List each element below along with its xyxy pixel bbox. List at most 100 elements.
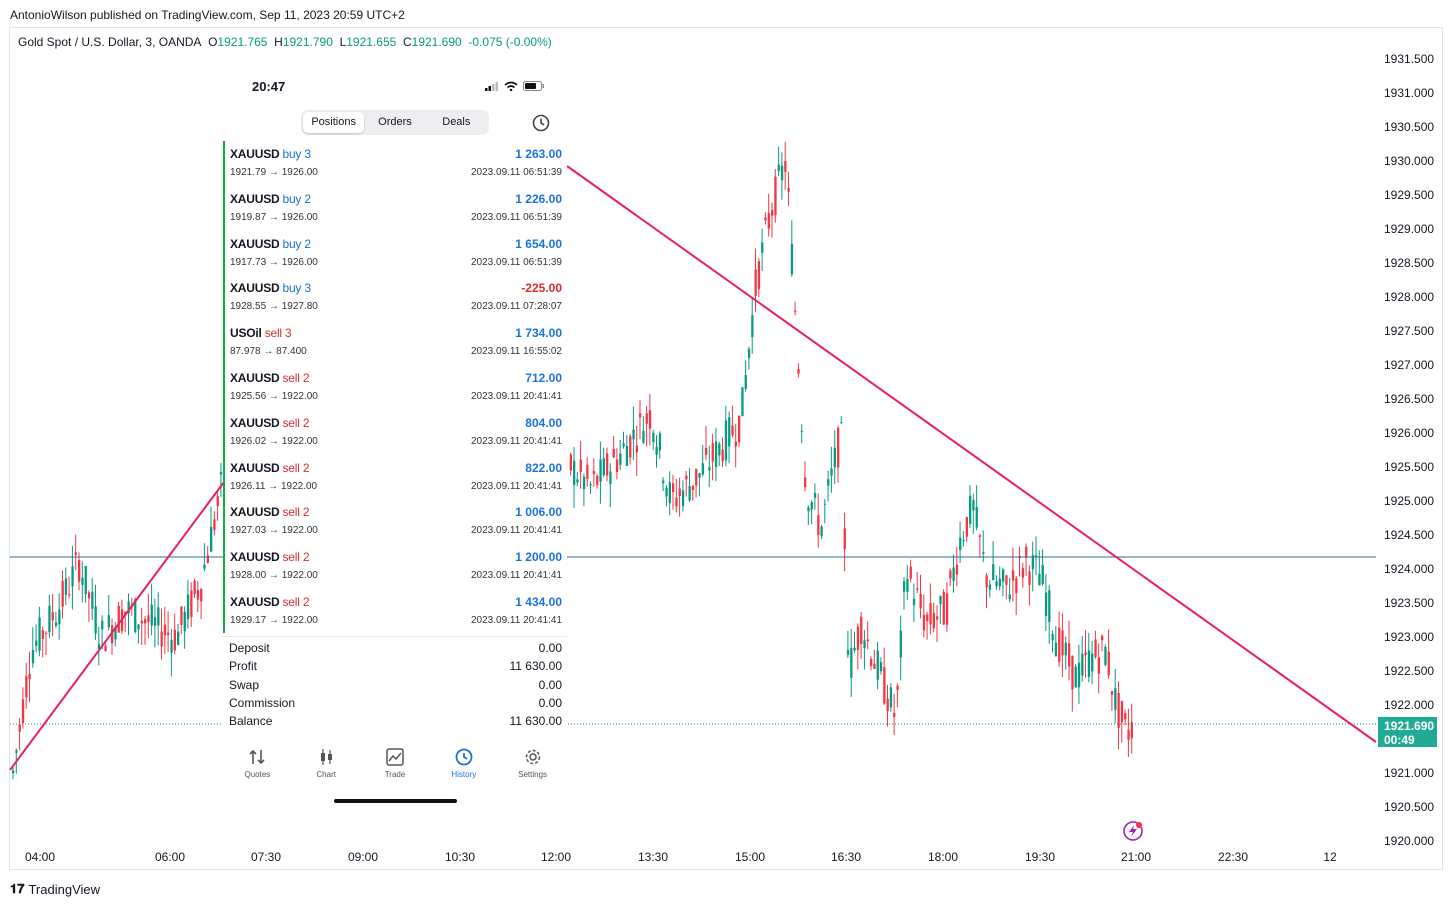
tab-history[interactable]: History [429, 738, 498, 779]
candle-body [1068, 643, 1071, 667]
candle-body [1064, 642, 1067, 656]
candle-body [101, 620, 104, 630]
position-time: 2023.09.11 20:41:41 [470, 480, 562, 492]
candle-body [738, 415, 741, 443]
candle-body [622, 443, 625, 447]
position-row[interactable]: XAUUSD buy 3 1928.55 → 1927.80 -225.00 2023.… [225, 275, 567, 320]
candle-body [1002, 569, 1005, 582]
position-direction: sell 2 [282, 594, 310, 609]
candle-body [972, 500, 975, 511]
candle-body [645, 413, 648, 424]
position-row[interactable]: XAUUSD sell 2 1929.17 → 1922.00 1 434.00 202… [225, 589, 567, 634]
summary-swap: Swap 0.00 [223, 674, 567, 692]
candle-body [1025, 546, 1028, 558]
candle-body [31, 650, 35, 664]
home-indicator [334, 799, 457, 803]
tab-label: Quotes [244, 770, 271, 779]
position-row[interactable]: XAUUSD sell 2 1928.00 → 1922.00 1 200.00 202… [225, 544, 567, 589]
candle-body [81, 577, 84, 586]
tab-settings[interactable]: Settings [498, 738, 567, 779]
position-row[interactable]: XAUUSD sell 2 1926.11 → 1922.00 822.00 2023.… [225, 455, 567, 500]
candle-body [718, 443, 721, 456]
candle-body [988, 584, 992, 590]
candle-body [711, 443, 714, 462]
position-row[interactable]: XAUUSD sell 2 1927.03 → 1922.00 1 006.00 202… [225, 499, 567, 544]
position-time: 2023.09.11 06:51:39 [470, 211, 562, 223]
candle-body [942, 592, 945, 625]
candle-body [1074, 666, 1077, 688]
position-profit: 1 434.00 [515, 594, 562, 609]
time-axis-label: 21:00 [1121, 850, 1151, 864]
candle-body [909, 566, 912, 579]
candle-body [761, 242, 764, 253]
position-profit: 1 734.00 [515, 326, 562, 341]
last-price-tag: 1921.690 00:49 [1378, 717, 1437, 747]
candle-body [639, 413, 642, 418]
candle-body [922, 614, 926, 631]
candle-body [127, 601, 130, 614]
tab-positions[interactable]: Positions [303, 112, 365, 133]
candle-body [38, 617, 41, 651]
close-label: C [402, 35, 412, 49]
tab-chart[interactable]: Chart [292, 738, 361, 779]
candle-body [771, 209, 774, 216]
candle-body [784, 161, 787, 172]
position-profit: 1 006.00 [515, 505, 562, 520]
candle-body [1077, 662, 1081, 688]
open-value: 1921.765 [217, 35, 268, 49]
price-axis-label: 1930.500 [1384, 120, 1434, 134]
candle-body [975, 507, 978, 528]
candle-body [916, 588, 919, 590]
candle-body [1097, 657, 1100, 674]
clock-icon[interactable] [531, 113, 551, 133]
candle-body [754, 269, 757, 296]
candle-body [658, 433, 662, 451]
candle-body [1051, 634, 1054, 641]
price-axis-label: 1928.000 [1384, 290, 1434, 304]
candle-body [731, 425, 734, 436]
time-axis-label: 09:00 [348, 850, 378, 864]
candle-body [592, 470, 596, 475]
position-row[interactable]: XAUUSD buy 2 1919.87 → 1926.00 1 226.00 2023… [225, 186, 567, 231]
position-time: 2023.09.11 20:41:41 [470, 614, 562, 626]
candle-body [203, 564, 206, 569]
candle-body [157, 607, 160, 626]
mobile-screenshot-overlay: 20:47 Positions Orders Deals XAUUSD buy 3… [223, 70, 567, 810]
trendline-up [9, 481, 225, 771]
position-row[interactable]: XAUUSD buy 3 1921.79 → 1926.00 1 263.00 2023… [225, 141, 567, 186]
candle-body [893, 713, 896, 717]
candle-body [625, 446, 629, 466]
candle-body [985, 575, 988, 588]
position-profit: 804.00 [525, 415, 562, 430]
position-profit: 1 200.00 [515, 550, 562, 565]
candle-body [216, 496, 219, 506]
lightning-icon[interactable] [1122, 820, 1144, 842]
candle-body [1127, 729, 1130, 740]
position-time: 2023.09.11 20:41:41 [470, 570, 562, 582]
tab-deals[interactable]: Deals [442, 116, 471, 128]
position-row[interactable]: USOil sell 3 87.978 → 87.400 1 734.00 2023.0… [225, 320, 567, 365]
tab-orders[interactable]: Orders [378, 116, 412, 128]
bottom-tab-bar: Quotes Chart Trade History Settings [223, 738, 567, 779]
tab-label: History [451, 770, 477, 779]
candle-body [698, 473, 701, 478]
candle-body [219, 472, 223, 475]
position-row[interactable]: XAUUSD buy 2 1917.73 → 1926.00 1 654.00 2023… [225, 231, 567, 276]
candle-body [955, 564, 959, 575]
candle-body [962, 539, 965, 541]
position-row[interactable]: XAUUSD sell 2 1925.56 → 1922.00 712.00 2023.… [225, 365, 567, 410]
position-symbol: XAUUSD sell 2 [230, 370, 310, 385]
candle-body [124, 611, 127, 615]
history-segmented-control[interactable]: Positions Orders Deals [301, 110, 489, 135]
tradingview-footer[interactable]: 𝟏𝟕 TradingView [10, 881, 100, 897]
candle-body [777, 164, 780, 172]
position-row[interactable]: XAUUSD sell 2 1926.02 → 1922.00 804.00 2023.… [225, 410, 567, 455]
candle-body [705, 447, 708, 455]
tab-trade[interactable]: Trade [361, 738, 430, 779]
tab-quotes[interactable]: Quotes [223, 738, 292, 779]
summary-label: Balance [229, 714, 273, 729]
position-time: 2023.09.11 20:41:41 [470, 390, 562, 402]
summary-label: Profit [229, 659, 258, 674]
candle-body [863, 640, 866, 649]
